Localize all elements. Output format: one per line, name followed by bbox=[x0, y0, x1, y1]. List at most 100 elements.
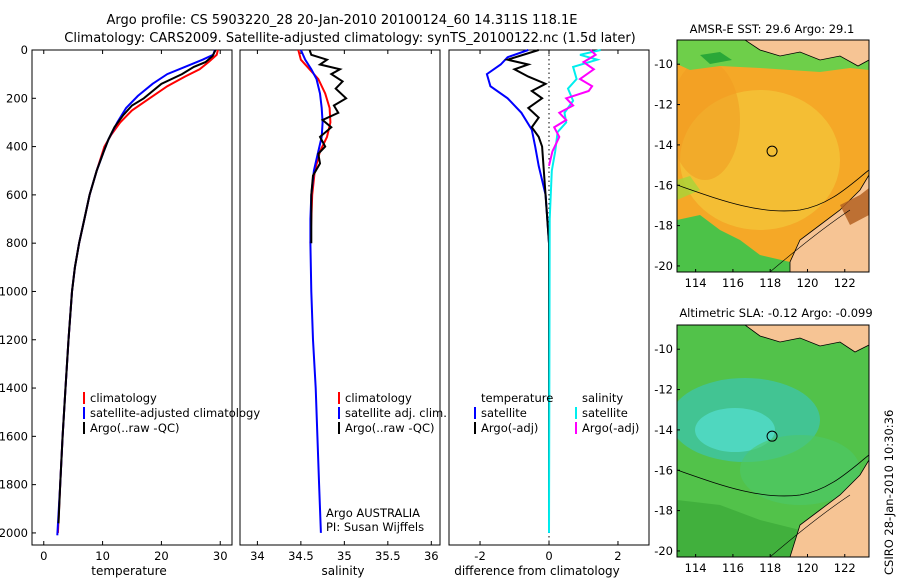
x-tick-label: 35.5 bbox=[375, 549, 401, 563]
depth-tick-label: 400 bbox=[6, 140, 28, 154]
depth-tick-label: 1000 bbox=[0, 284, 28, 298]
legend-heading-salinity: salinity bbox=[582, 391, 623, 405]
legend-label-temp-satellite: satellite bbox=[481, 406, 527, 420]
sst-map-title: AMSR-E SST: 29.6 Argo: 29.1 bbox=[690, 22, 855, 36]
temperature-xlabel: temperature bbox=[91, 564, 166, 578]
series-temperature-satellite bbox=[485, 49, 550, 533]
difference-x-ticks: -2 0 2 bbox=[474, 50, 622, 563]
title-line-2: Climatology: CARS2009. Satellite-adjuste… bbox=[64, 31, 636, 46]
lon-tick-label: 118 bbox=[759, 276, 781, 290]
argo-pi-annotation: PI: Susan Wijffels bbox=[326, 520, 424, 534]
sst-map-panel: AMSR-E SST: 29.6 Argo: 29.1 114 116 118 120… bbox=[654, 22, 870, 290]
x-tick-label: 36 bbox=[424, 549, 439, 563]
lat-tick-label: -16 bbox=[654, 463, 673, 477]
series-salinity-satellite bbox=[548, 49, 601, 533]
series-argo-raw-qc bbox=[57, 49, 217, 524]
depth-tick-label: 800 bbox=[6, 236, 28, 250]
lon-tick-label: 114 bbox=[685, 561, 707, 575]
sst-lat-ticks: -10 -12 -14 -16 -18 -20 bbox=[654, 57, 680, 273]
salinity-x-ticks: 34 34.5 35 35.5 36 bbox=[250, 50, 439, 563]
lat-tick-label: -16 bbox=[654, 178, 673, 192]
series-satellite-adj-clim bbox=[299, 49, 324, 533]
lat-tick-label: -18 bbox=[654, 219, 673, 233]
lat-tick-label: -10 bbox=[654, 342, 673, 356]
legend-label-argo: Argo(..raw -QC) bbox=[90, 421, 180, 435]
x-tick-label: 10 bbox=[95, 549, 110, 563]
x-tick-label: 30 bbox=[213, 549, 228, 563]
lat-tick-label: -10 bbox=[654, 57, 673, 71]
sla-lon-ticks: 114 116 118 120 122 bbox=[685, 554, 856, 575]
depth-tick-label: 1200 bbox=[0, 333, 28, 347]
salinity-legend: climatology satellite adj. clim. Argo(..… bbox=[338, 391, 447, 435]
sla-map-title: Altimetric SLA: -0.12 Argo: -0.099 bbox=[679, 306, 872, 320]
legend-label-temp-argo: Argo(-adj) bbox=[481, 421, 538, 435]
series-climatology bbox=[56, 49, 219, 533]
sla-map-panel: Altimetric SLA: -0.12 Argo: -0.099 114 11… bbox=[654, 306, 872, 575]
depth-tick-label: 1800 bbox=[0, 478, 28, 492]
timestamp-label: CSIRO 28-Jan-2010 10:30:36 bbox=[882, 410, 896, 575]
depth-tick-label: 600 bbox=[6, 188, 28, 202]
x-tick-label: 0 bbox=[545, 549, 552, 563]
legend-heading-temperature: temperature bbox=[481, 391, 553, 405]
legend-label-sal-satellite: satellite bbox=[582, 406, 628, 420]
salinity-axes-frame bbox=[239, 49, 441, 546]
x-tick-label: 20 bbox=[154, 549, 169, 563]
salinity-xlabel: salinity bbox=[321, 564, 364, 578]
sla-map-frame bbox=[676, 324, 870, 558]
temperature-panel: 0 200 400 600 800 1000 1200 1400 1600 1800 2000 0 1… bbox=[0, 43, 260, 578]
x-tick-label: -2 bbox=[474, 549, 485, 563]
series-salinity-argo-adj bbox=[548, 49, 598, 167]
lat-tick-label: -12 bbox=[654, 98, 673, 112]
lat-tick-label: -12 bbox=[654, 383, 673, 397]
sla-argo-position-marker bbox=[766, 430, 778, 442]
temperature-x-ticks: 0 10 20 30 bbox=[40, 50, 228, 563]
depth-tick-label: 1400 bbox=[0, 381, 28, 395]
legend-label-satellite: satellite-adjusted climatology bbox=[90, 406, 260, 420]
depth-tick-label: 1600 bbox=[0, 429, 28, 443]
series-temperature-argo-adj bbox=[503, 49, 550, 521]
x-tick-label: 34 bbox=[250, 549, 265, 563]
depth-tick-label: 200 bbox=[6, 91, 28, 105]
x-tick-label: 34.5 bbox=[288, 549, 314, 563]
lon-tick-label: 122 bbox=[834, 561, 856, 575]
x-tick-label: 35 bbox=[337, 549, 352, 563]
argo-program-annotation: Argo AUSTRALIA bbox=[326, 506, 420, 520]
lon-tick-label: 116 bbox=[722, 276, 744, 290]
temperature-axes-frame bbox=[31, 49, 233, 546]
legend-label-climatology: climatology bbox=[345, 391, 412, 405]
title-line-1: Argo profile: CS 5903220_28 20-Jan-2010 … bbox=[106, 13, 577, 28]
x-tick-label: 0 bbox=[40, 549, 47, 563]
lat-tick-label: -18 bbox=[654, 504, 673, 518]
lon-tick-label: 118 bbox=[759, 561, 781, 575]
sst-argo-position-marker bbox=[766, 145, 778, 157]
temperature-legend: climatology satellite-adjusted climatolo… bbox=[83, 391, 260, 435]
legend-label-sal-argo: Argo(-adj) bbox=[582, 421, 639, 435]
lon-tick-label: 122 bbox=[834, 276, 856, 290]
depth-tick-label: 0 bbox=[21, 43, 28, 57]
salinity-panel: 34 34.5 35 35.5 36 salinity climatology sate… bbox=[239, 49, 447, 578]
difference-xlabel: difference from climatology bbox=[454, 564, 620, 578]
lat-tick-label: -14 bbox=[654, 423, 673, 437]
temperature-series bbox=[56, 49, 219, 536]
lon-tick-label: 116 bbox=[722, 561, 744, 575]
difference-panel: -2 0 2 difference from climatology tempera… bbox=[448, 49, 650, 578]
depth-tick-label: 2000 bbox=[0, 526, 28, 540]
sla-lat-ticks: -10 -12 -14 -16 -18 -20 bbox=[654, 342, 680, 558]
lon-tick-label: 120 bbox=[797, 276, 819, 290]
salinity-series bbox=[297, 49, 348, 533]
sst-lon-ticks: 114 116 118 120 122 bbox=[685, 269, 856, 290]
lat-tick-label: -14 bbox=[654, 138, 673, 152]
legend-label-satellite: satellite adj. clim. bbox=[345, 406, 447, 420]
lat-tick-label: -20 bbox=[654, 259, 673, 273]
series-argo-raw-qc bbox=[308, 49, 348, 244]
legend-label-climatology: climatology bbox=[90, 391, 157, 405]
difference-legend: temperature satellite Argo(-adj) salinit… bbox=[474, 391, 639, 435]
lon-tick-label: 114 bbox=[685, 276, 707, 290]
lat-tick-label: -20 bbox=[654, 544, 673, 558]
depth-ticks: 0 200 400 600 800 1000 1200 1400 1600 1800 2000 bbox=[0, 43, 36, 540]
lon-tick-label: 120 bbox=[797, 561, 819, 575]
difference-series bbox=[485, 49, 601, 533]
legend-label-argo: Argo(..raw -QC) bbox=[345, 421, 435, 435]
